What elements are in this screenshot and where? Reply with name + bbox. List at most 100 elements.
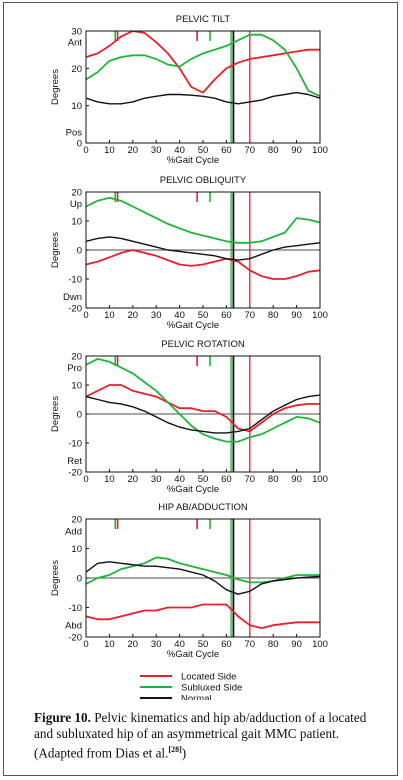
- x-tick-label: 20: [128, 310, 139, 321]
- series-line-located: [86, 384, 320, 433]
- x-tick-label: 30: [151, 145, 162, 156]
- x-tick-label: 40: [174, 145, 185, 156]
- x-tick-label: 90: [291, 145, 302, 156]
- y-axis-label: Degrees: [50, 69, 61, 105]
- x-axis-label: %Gait Cycle: [167, 155, 219, 166]
- series-line-normal: [86, 561, 320, 595]
- x-tick-label: 80: [268, 639, 279, 650]
- plot-frame: [85, 30, 321, 144]
- y-tick-label: -10: [68, 603, 82, 614]
- chart-panel: HIP AB/ADDUCTION20100-10-20AddAbdDegrees…: [50, 502, 328, 660]
- caption-reference: [28]: [168, 745, 182, 754]
- x-tick-label: 100: [312, 639, 328, 650]
- y-annotation: Ret: [67, 456, 82, 467]
- x-tick-label: 70: [245, 310, 256, 321]
- series-line-subluxed: [86, 33, 320, 98]
- x-tick-label: 50: [198, 145, 209, 156]
- figure-caption: Figure 10. Pelvic kinematics and hip ab/…: [34, 710, 374, 761]
- series-line-subluxed: [86, 196, 320, 244]
- chart-panel: PELVIC ROTATION20100-10-20ProRetDegrees0…: [50, 339, 328, 495]
- x-tick-label: 50: [198, 474, 209, 485]
- series-line-subluxed: [86, 556, 320, 585]
- legend-label: Normal: [181, 694, 212, 701]
- y-tick-label: 10: [71, 217, 82, 228]
- plot-frame: [85, 191, 321, 309]
- y-annotation: Abd: [65, 621, 82, 632]
- series-line-normal: [86, 236, 320, 261]
- y-axis-label: Degrees: [50, 396, 61, 432]
- y-tick-label: 0: [77, 410, 82, 421]
- y-tick-label: -10: [68, 275, 82, 286]
- x-tick-label: 0: [83, 310, 88, 321]
- series-line-subluxed: [86, 357, 320, 443]
- x-tick-label: 70: [245, 639, 256, 650]
- y-tick-label: 0: [77, 139, 82, 150]
- plot-frame: [85, 518, 321, 638]
- y-axis-label: Degrees: [50, 232, 61, 268]
- chart-title: PELVIC OBLIQUITY: [160, 175, 247, 186]
- series-group: [86, 196, 320, 280]
- y-tick-label: 0: [77, 246, 82, 257]
- y-annotation: Dwn: [63, 292, 82, 303]
- x-tick-label: 50: [198, 310, 209, 321]
- x-tick-label: 40: [174, 310, 185, 321]
- figure-label: Figure 10.: [34, 710, 91, 725]
- x-tick-label: 0: [83, 145, 88, 156]
- x-tick-label: 90: [291, 474, 302, 485]
- x-tick-label: 0: [83, 474, 88, 485]
- y-tick-label: 10: [71, 544, 82, 555]
- legend-label: Located Side: [181, 672, 236, 683]
- x-tick-label: 20: [128, 474, 139, 485]
- x-tick-label: 10: [104, 639, 115, 650]
- series-group: [86, 31, 320, 105]
- series-group: [86, 556, 320, 629]
- y-annotation: Ant: [68, 38, 83, 49]
- x-tick-label: 20: [128, 639, 139, 650]
- y-tick-label: 20: [71, 352, 82, 363]
- x-tick-label: 80: [268, 310, 279, 321]
- caption-close: ): [181, 745, 187, 761]
- plot-frame: [85, 355, 321, 473]
- series-line-normal: [86, 91, 320, 105]
- x-tick-label: 100: [312, 145, 328, 156]
- chart-title: PELVIC TILT: [176, 14, 231, 25]
- y-tick-label: -20: [68, 633, 82, 644]
- series-group: [86, 357, 320, 443]
- y-tick-label: 10: [71, 101, 82, 112]
- series-line-located: [86, 31, 320, 94]
- x-tick-label: 70: [245, 145, 256, 156]
- y-annotation: Up: [70, 199, 82, 210]
- y-annotation: Add: [65, 526, 82, 537]
- y-tick-label: -10: [68, 439, 82, 450]
- y-tick-label: 20: [71, 515, 82, 526]
- x-tick-label: 100: [312, 474, 328, 485]
- series-line-normal: [86, 394, 320, 434]
- x-tick-label: 40: [174, 639, 185, 650]
- series-line-located: [86, 603, 320, 629]
- x-tick-label: 90: [291, 310, 302, 321]
- legend-label: Subluxed Side: [181, 683, 242, 694]
- y-annotation: Pos: [66, 127, 83, 138]
- figure-frame: [3, 2, 398, 776]
- x-tick-label: 60: [221, 310, 232, 321]
- x-axis-label: %Gait Cycle: [167, 484, 219, 495]
- y-tick-label: -20: [68, 304, 82, 315]
- y-tick-label: 20: [71, 64, 82, 75]
- x-tick-label: 50: [198, 639, 209, 650]
- y-tick-label: 30: [71, 27, 82, 38]
- chart-title: HIP AB/ADDUCTION: [158, 502, 248, 513]
- y-tick-label: 10: [71, 381, 82, 392]
- x-tick-label: 80: [268, 474, 279, 485]
- chart-panel: PELVIC OBLIQUITY20100-10-20UpDwnDegrees0…: [50, 175, 328, 331]
- x-tick-label: 70: [245, 474, 256, 485]
- y-tick-label: 0: [77, 574, 82, 585]
- chart-title: PELVIC ROTATION: [161, 339, 245, 350]
- x-tick-label: 100: [312, 310, 328, 321]
- x-tick-label: 40: [174, 474, 185, 485]
- y-tick-label: 20: [71, 188, 82, 199]
- x-tick-label: 30: [151, 474, 162, 485]
- x-axis-label: %Gait Cycle: [167, 649, 219, 660]
- y-annotation: Pro: [67, 363, 82, 374]
